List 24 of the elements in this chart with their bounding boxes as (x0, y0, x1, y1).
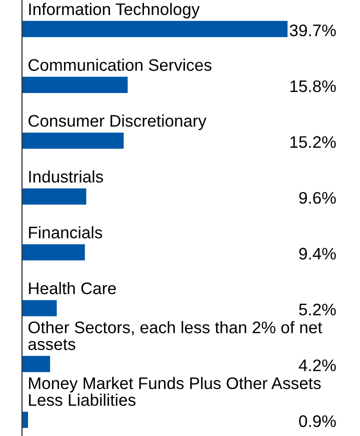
data-label: 9.6% (299, 192, 336, 204)
data-label: 9.4% (299, 248, 336, 260)
y-tick-label: Money Market Funds Plus Other Assets Less Liabilities (29, 376, 321, 406)
y-tick-label: Health Care (29, 282, 116, 294)
bar (22, 132, 124, 149)
bar (22, 188, 86, 205)
y-tick-label: Other Sectors, each less than 2% of net assets (28, 321, 322, 350)
bar (22, 356, 50, 372)
data-label: 15.2% (290, 136, 336, 148)
y-tick-label: Industrials (29, 170, 104, 183)
bar (22, 300, 57, 316)
y-tick-label: Consumer Discretionary (28, 114, 206, 130)
y-tick-label: Information Technology (29, 2, 200, 18)
data-label: 5.2% (299, 304, 336, 316)
bar (22, 20, 288, 38)
bar (22, 244, 85, 260)
data-label: 15.8% (290, 80, 336, 92)
y-tick-label: Communication Services (28, 58, 212, 71)
bar (22, 412, 28, 428)
data-label: 39.7% (290, 24, 336, 36)
data-label: 4.2% (298, 359, 336, 372)
bar (22, 76, 128, 93)
y-tick-label: Financials (29, 226, 102, 238)
data-label: 0.9% (299, 415, 336, 428)
